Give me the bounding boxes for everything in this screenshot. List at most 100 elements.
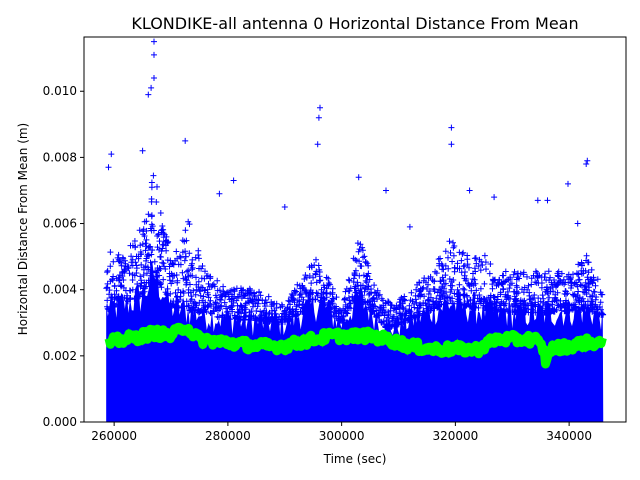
outlier-point (448, 124, 455, 131)
data-point (303, 304, 310, 311)
data-point (157, 210, 164, 216)
data-point (294, 281, 301, 288)
data-point (183, 276, 189, 283)
data-point (279, 318, 286, 325)
data-point (542, 270, 549, 277)
data-point (318, 290, 325, 297)
data-point (423, 302, 430, 309)
data-point (481, 280, 488, 287)
data-point (290, 295, 297, 302)
outlier-point (544, 197, 551, 204)
data-point (255, 300, 262, 307)
data-point (477, 267, 484, 274)
data-point (308, 262, 315, 269)
data-point (156, 272, 163, 279)
data-point (587, 302, 594, 308)
data-point (543, 284, 550, 291)
y-axis-label: Horizontal Distance From Mean (m) (16, 123, 30, 335)
data-point (216, 306, 223, 313)
data-point (360, 254, 366, 261)
data-point (316, 269, 323, 275)
outlier-point (230, 177, 237, 184)
data-point (460, 292, 467, 299)
data-point (115, 251, 122, 258)
outlier-point (406, 223, 413, 230)
data-point (577, 281, 584, 288)
data-point (366, 276, 373, 283)
chart-title: KLONDIKE-all antenna 0 Horizontal Distan… (131, 14, 578, 33)
data-point (321, 284, 328, 291)
data-point (128, 253, 135, 260)
data-point (345, 294, 352, 301)
data-point (230, 286, 237, 293)
data-point (351, 298, 358, 305)
data-point (185, 267, 192, 274)
outlier-point (145, 91, 152, 98)
data-point (119, 254, 126, 261)
data-point (185, 218, 192, 225)
data-point (537, 298, 544, 305)
data-point (494, 293, 501, 300)
data-point (454, 260, 461, 267)
data-point (256, 288, 262, 295)
data-point (566, 307, 573, 314)
data-point (550, 288, 557, 295)
data-point (382, 323, 388, 330)
data-point (411, 304, 418, 311)
data-point (265, 311, 272, 317)
data-point (257, 308, 264, 315)
data-point (142, 263, 149, 270)
data-point (504, 293, 510, 300)
data-point (580, 303, 587, 310)
data-point (205, 294, 212, 301)
data-point (369, 308, 376, 315)
data-point (193, 302, 200, 309)
data-point (235, 293, 242, 300)
data-point (226, 304, 233, 311)
data-point (361, 253, 368, 260)
data-point (184, 268, 190, 275)
outlier-point (139, 147, 146, 154)
data-point (451, 265, 458, 271)
data-point (551, 277, 557, 283)
data-point (183, 298, 190, 305)
data-point (385, 319, 392, 326)
data-point (450, 252, 457, 259)
data-point (136, 227, 143, 234)
data-point (399, 319, 406, 326)
data-point (186, 250, 193, 257)
data-point (374, 287, 381, 294)
data-point (179, 237, 186, 244)
data-point (547, 274, 554, 281)
data-point (436, 292, 443, 299)
data-point (460, 285, 467, 292)
data-point (571, 301, 578, 308)
data-point (539, 292, 546, 299)
data-point (286, 306, 293, 313)
data-point (169, 303, 175, 309)
data-point (144, 270, 150, 277)
data-point (470, 282, 477, 289)
data-point (206, 283, 213, 290)
data-point (460, 291, 467, 298)
data-point (162, 266, 169, 272)
data-point (351, 270, 358, 276)
data-point (513, 295, 520, 302)
data-point (576, 276, 583, 283)
data-point (153, 274, 159, 280)
data-point (147, 259, 154, 266)
data-point (287, 301, 294, 308)
data-point (353, 283, 359, 290)
data-point (237, 317, 244, 324)
data-point (443, 289, 449, 296)
data-point (341, 308, 348, 314)
data-point (232, 315, 239, 322)
data-point (415, 292, 422, 299)
outlier-point (534, 197, 541, 204)
data-point (350, 275, 357, 282)
data-point (553, 282, 560, 289)
data-point (133, 270, 140, 276)
data-point (541, 274, 548, 281)
data-point (442, 272, 449, 279)
data-point (565, 279, 572, 286)
